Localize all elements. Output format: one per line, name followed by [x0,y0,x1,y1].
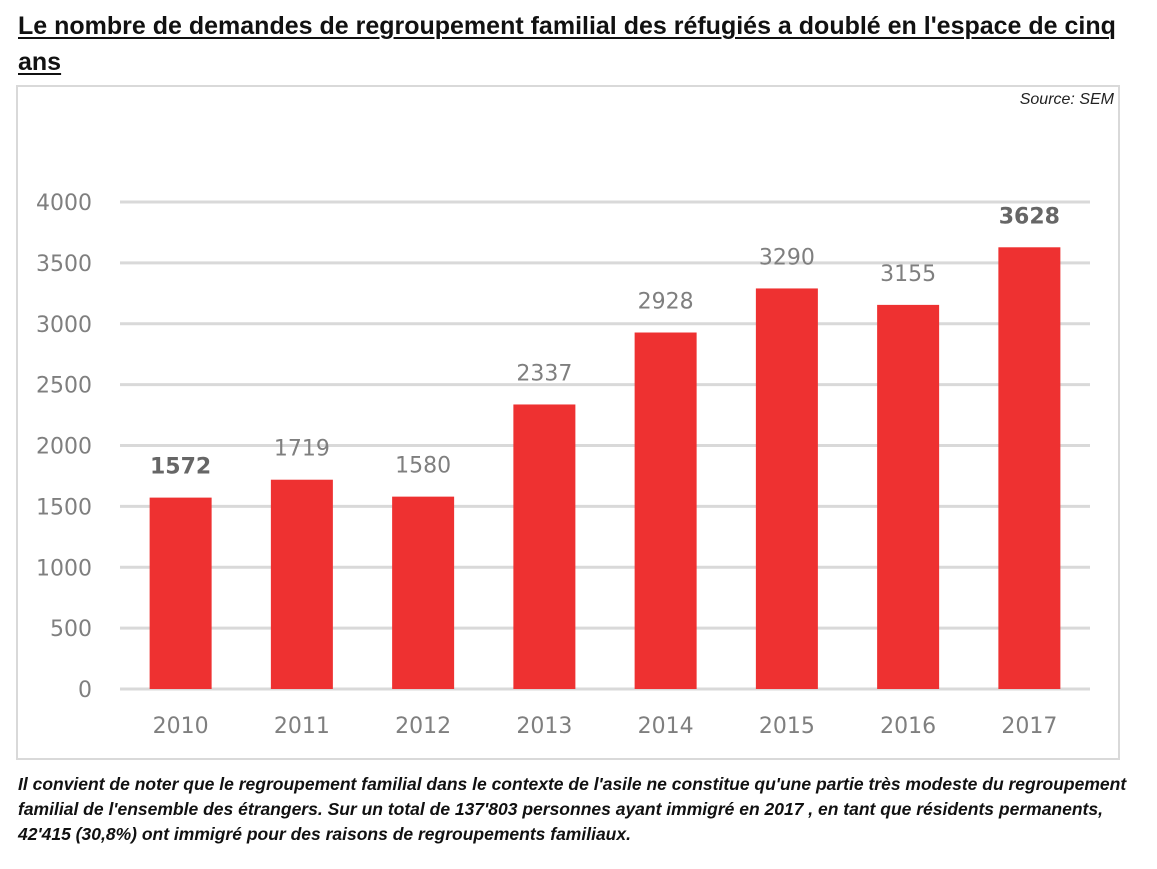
bar [270,479,333,689]
x-tick-label: 2010 [153,714,209,739]
bar [877,304,940,689]
y-tick-label: 500 [50,617,92,642]
y-tick-label: 3000 [36,313,92,338]
x-tick-label: 2015 [759,714,815,739]
y-tick-label: 4000 [36,191,92,216]
bar [513,404,576,689]
bars [149,247,1061,689]
y-tick-label: 2000 [36,435,92,460]
bar [149,497,212,689]
y-tick-label: 0 [78,678,92,703]
data-label: 1719 [274,437,330,462]
y-tick-label: 3500 [36,252,92,277]
x-tick-label: 2011 [274,714,330,739]
data-label: 1572 [150,455,211,480]
y-tick-label: 1500 [36,495,92,520]
data-label: 1580 [395,454,451,479]
data-labels: 1572 1719 1580 2337 2928 3290 3155 3628 [150,204,1060,479]
y-axis-ticks: 0 500 1000 1500 2000 2500 3000 3500 4000 [36,191,92,703]
x-tick-label: 2016 [880,714,936,739]
footnote: Il convient de noter que le regroupement… [18,774,1127,844]
bar [755,288,818,689]
x-tick-label: 2013 [516,714,572,739]
data-label: 3628 [999,204,1060,229]
source-label: Source: SEM [1019,91,1114,108]
bar-chart: 0 500 1000 1500 2000 2500 3000 3500 4000 1572 171… [36,191,1090,739]
bar [634,332,697,689]
data-label: 3290 [759,245,815,270]
gridlines [120,200,1090,691]
chart-frame: Source: SEM 0 500 1000 1500 2000 2500 3000 3500… [16,85,1120,760]
bar [392,496,455,689]
x-axis-ticks: 2010 2011 2012 2013 2014 2015 2016 2017 [153,714,1058,739]
data-label: 2928 [638,290,694,315]
data-label: 2337 [516,361,572,386]
data-label: 3155 [880,262,936,287]
bar [998,247,1061,689]
y-tick-label: 2500 [36,374,92,399]
x-tick-label: 2017 [1001,714,1057,739]
x-tick-label: 2014 [638,714,694,739]
chart-title: Le nombre de demandes de regroupement fa… [18,12,1116,76]
y-tick-label: 1000 [36,556,92,581]
x-tick-label: 2012 [395,714,451,739]
